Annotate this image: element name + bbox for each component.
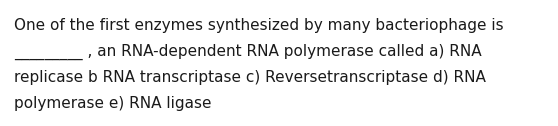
Text: replicase b RNA transcriptase c) Reversetranscriptase d) RNA: replicase b RNA transcriptase c) Reverse…: [14, 70, 486, 85]
Text: One of the first enzymes synthesized by many bacteriophage is: One of the first enzymes synthesized by …: [14, 18, 504, 33]
Text: polymerase e) RNA ligase: polymerase e) RNA ligase: [14, 96, 211, 111]
Text: _________ , an RNA-dependent RNA polymerase called a) RNA: _________ , an RNA-dependent RNA polymer…: [14, 44, 482, 60]
